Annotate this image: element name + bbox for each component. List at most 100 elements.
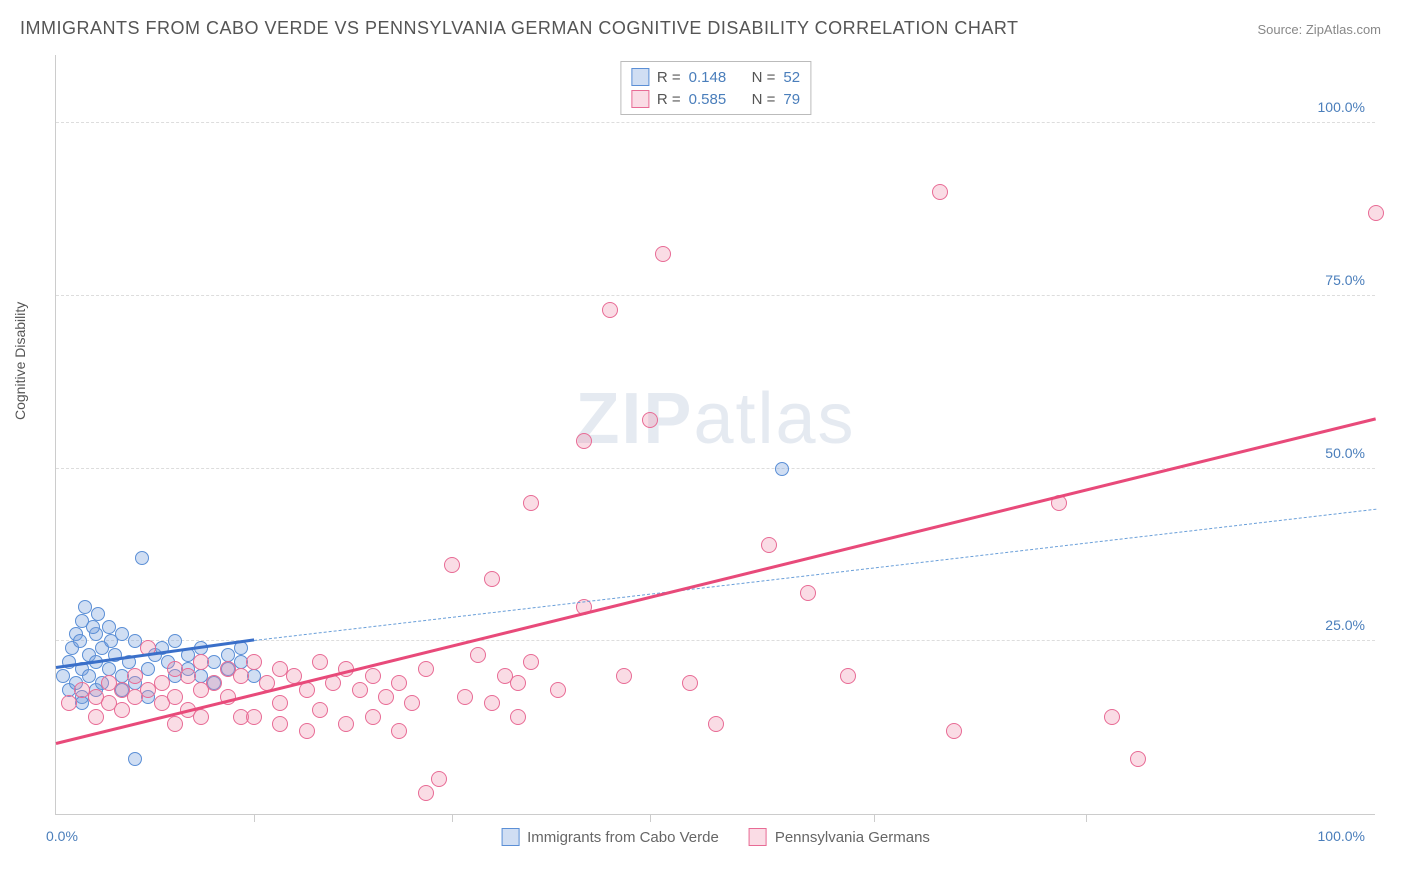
scatter-point-cabo xyxy=(102,620,116,634)
series-legend: Immigrants from Cabo Verde Pennsylvania G… xyxy=(501,828,930,846)
scatter-point-cabo xyxy=(86,620,100,634)
series-legend-label: Pennsylvania Germans xyxy=(775,829,930,846)
y-tick-label: 50.0% xyxy=(1325,445,1365,461)
scatter-point-penn xyxy=(167,716,183,732)
scatter-point-penn xyxy=(272,695,288,711)
legend-r-value: 0.148 xyxy=(689,69,744,86)
watermark-bold: ZIP xyxy=(575,379,693,459)
legend-r-value: 0.585 xyxy=(689,91,744,108)
scatter-point-penn xyxy=(523,654,539,670)
chart-title: IMMIGRANTS FROM CABO VERDE VS PENNSYLVAN… xyxy=(20,18,1019,39)
scatter-point-penn xyxy=(391,675,407,691)
scatter-point-cabo xyxy=(82,669,96,683)
scatter-point-penn xyxy=(576,433,592,449)
scatter-point-penn xyxy=(61,695,77,711)
gridline-horizontal xyxy=(56,295,1375,296)
scatter-point-penn xyxy=(444,557,460,573)
scatter-point-penn xyxy=(457,689,473,705)
watermark-light: atlas xyxy=(693,379,855,459)
legend-swatch-icon xyxy=(501,828,519,846)
scatter-point-cabo xyxy=(115,627,129,641)
legend-swatch-icon xyxy=(631,90,649,108)
y-tick-label: 75.0% xyxy=(1325,272,1365,288)
watermark: ZIPatlas xyxy=(575,378,855,460)
series-legend-label: Immigrants from Cabo Verde xyxy=(527,829,719,846)
x-minor-tick xyxy=(452,814,453,822)
scatter-point-cabo xyxy=(78,600,92,614)
scatter-point-penn xyxy=(246,654,262,670)
x-tick-100: 100.0% xyxy=(1318,828,1365,844)
scatter-point-penn xyxy=(312,654,328,670)
scatter-point-penn xyxy=(154,675,170,691)
scatter-point-penn xyxy=(800,585,816,601)
scatter-point-penn xyxy=(1104,709,1120,725)
scatter-point-cabo xyxy=(775,462,789,476)
legend-n-label: N = xyxy=(752,91,776,108)
scatter-point-penn xyxy=(510,675,526,691)
scatter-point-penn xyxy=(246,709,262,725)
scatter-point-penn xyxy=(233,668,249,684)
scatter-point-penn xyxy=(404,695,420,711)
scatter-point-penn xyxy=(510,709,526,725)
scatter-point-penn xyxy=(431,771,447,787)
legend-r-label: R = xyxy=(657,69,681,86)
scatter-point-penn xyxy=(1130,751,1146,767)
legend-row-cabo: R = 0.148 N = 52 xyxy=(631,66,800,88)
scatter-point-penn xyxy=(418,785,434,801)
y-tick-label: 100.0% xyxy=(1318,99,1365,115)
scatter-point-penn xyxy=(127,668,143,684)
scatter-point-penn xyxy=(642,412,658,428)
scatter-point-penn xyxy=(1368,205,1384,221)
scatter-point-penn xyxy=(550,682,566,698)
scatter-point-penn xyxy=(167,689,183,705)
gridline-horizontal xyxy=(56,122,1375,123)
legend-n-value: 79 xyxy=(783,91,800,108)
scatter-point-penn xyxy=(484,571,500,587)
legend-n-value: 52 xyxy=(783,69,800,86)
scatter-point-penn xyxy=(193,709,209,725)
series-legend-item: Immigrants from Cabo Verde xyxy=(501,828,719,846)
legend-r-label: R = xyxy=(657,91,681,108)
scatter-point-penn xyxy=(88,709,104,725)
scatter-point-penn xyxy=(352,682,368,698)
scatter-point-cabo xyxy=(91,607,105,621)
scatter-point-penn xyxy=(602,302,618,318)
scatter-point-penn xyxy=(338,716,354,732)
source-label: Source: ZipAtlas.com xyxy=(1257,22,1381,37)
scatter-point-cabo xyxy=(135,551,149,565)
scatter-point-cabo xyxy=(168,634,182,648)
trendline-ext-cabo xyxy=(254,509,1376,641)
scatter-point-penn xyxy=(418,661,434,677)
x-tick-0: 0.0% xyxy=(46,828,78,844)
trendline-penn xyxy=(56,417,1377,745)
scatter-point-penn xyxy=(299,723,315,739)
scatter-point-penn xyxy=(180,668,196,684)
scatter-point-penn xyxy=(946,723,962,739)
scatter-point-penn xyxy=(616,668,632,684)
chart-plot-area: ZIPatlas R = 0.148N = 52R = 0.585N = 79 … xyxy=(55,55,1375,815)
x-minor-tick xyxy=(874,814,875,822)
scatter-point-penn xyxy=(114,702,130,718)
scatter-point-penn xyxy=(391,723,407,739)
y-axis-label: Cognitive Disability xyxy=(12,302,28,420)
scatter-point-penn xyxy=(840,668,856,684)
x-minor-tick xyxy=(1086,814,1087,822)
scatter-point-penn xyxy=(682,675,698,691)
x-minor-tick xyxy=(254,814,255,822)
legend-swatch-icon xyxy=(749,828,767,846)
series-legend-item: Pennsylvania Germans xyxy=(749,828,930,846)
scatter-point-cabo xyxy=(73,634,87,648)
scatter-point-penn xyxy=(365,709,381,725)
scatter-point-penn xyxy=(365,668,381,684)
legend-n-label: N = xyxy=(752,69,776,86)
scatter-point-penn xyxy=(206,675,222,691)
legend-swatch-icon xyxy=(631,68,649,86)
correlation-legend: R = 0.148 N = 52 R = 0.585 N = 79 xyxy=(620,61,811,115)
scatter-point-penn xyxy=(193,654,209,670)
scatter-point-penn xyxy=(761,537,777,553)
legend-row-penn: R = 0.585 N = 79 xyxy=(631,88,800,110)
scatter-point-penn xyxy=(655,246,671,262)
scatter-point-penn xyxy=(312,702,328,718)
x-minor-tick xyxy=(650,814,651,822)
scatter-point-penn xyxy=(932,184,948,200)
